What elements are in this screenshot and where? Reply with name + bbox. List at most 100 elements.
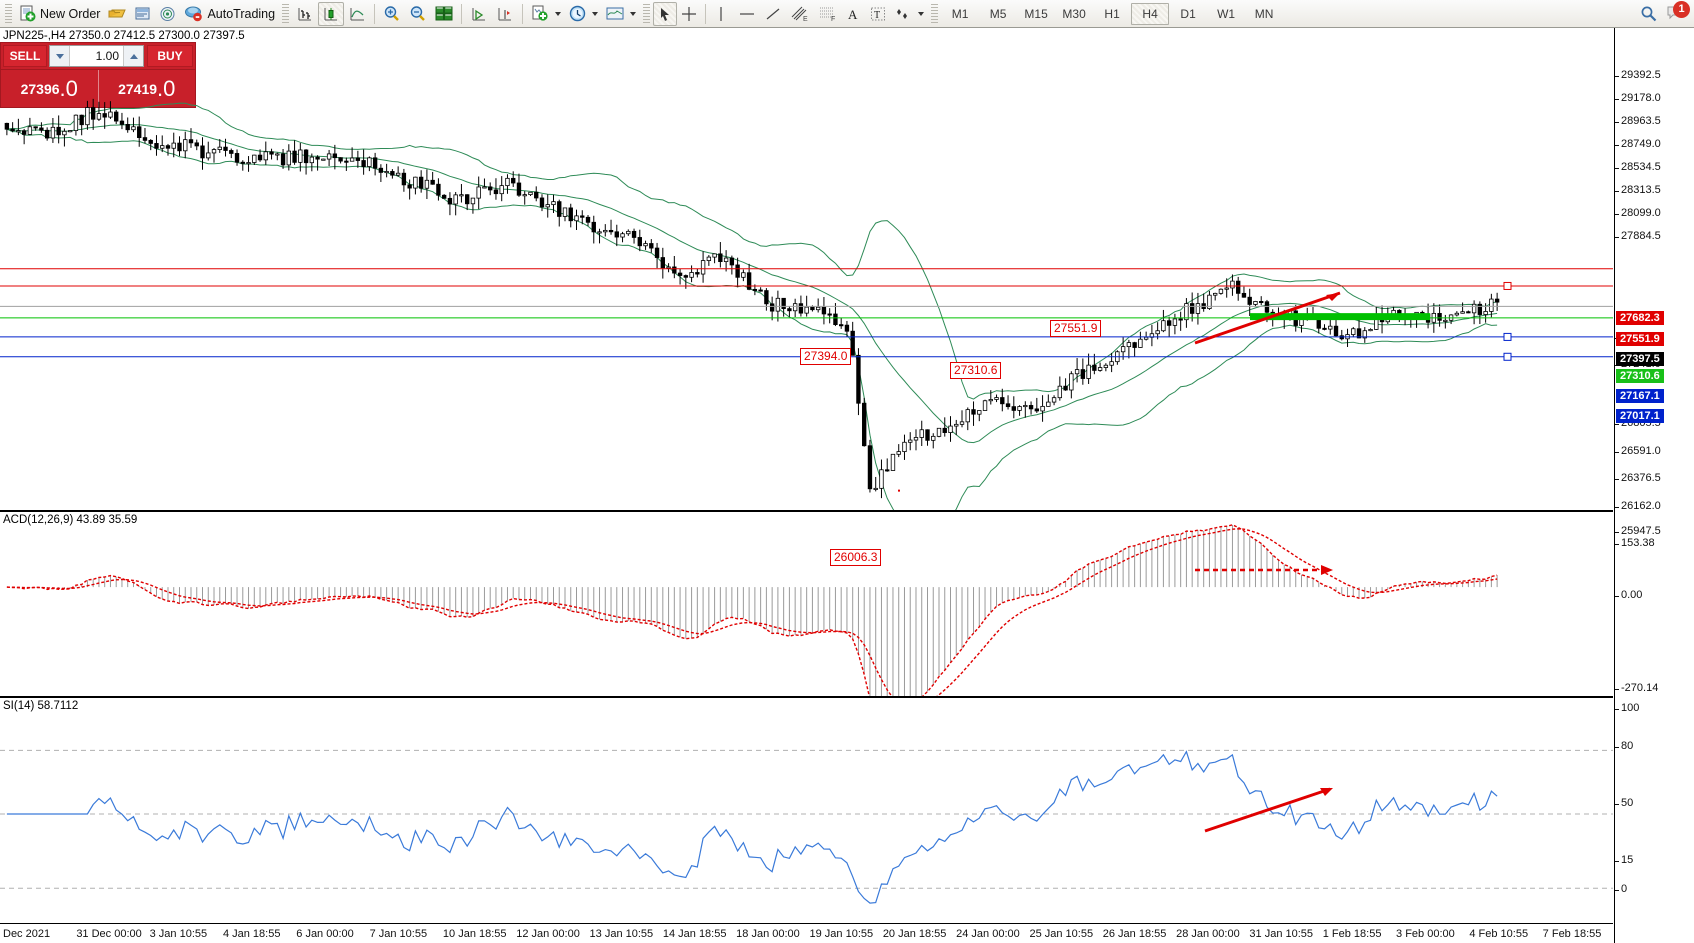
chart-price-annotation[interactable]: 27394.0 bbox=[800, 348, 852, 365]
bollinger-lower-band bbox=[6, 128, 1498, 510]
text-label-icon: T bbox=[871, 7, 886, 21]
fibonacci-button[interactable]: F bbox=[814, 2, 842, 26]
time-label: 26 Jan 18:55 bbox=[1102, 928, 1167, 940]
svg-text:T: T bbox=[874, 10, 880, 21]
zoom-out-button[interactable] bbox=[405, 2, 431, 26]
sell-price[interactable]: 27396 .0 bbox=[1, 70, 99, 107]
volume-increase-icon[interactable] bbox=[123, 46, 143, 66]
rsi-pane-separator bbox=[0, 696, 1613, 698]
rsi-pane[interactable] bbox=[0, 698, 1613, 922]
buy-price-dec: .0 bbox=[157, 75, 176, 101]
level-line-handle[interactable] bbox=[1503, 332, 1512, 341]
price-badge-resistance-line[interactable]: 27551.9 bbox=[1616, 332, 1664, 346]
timeframe-mn[interactable]: MN bbox=[1254, 6, 1274, 21]
timeframe-d1[interactable]: D1 bbox=[1180, 6, 1196, 21]
chart-price-annotation[interactable]: 27551.9 bbox=[1050, 320, 1102, 337]
svg-text:E: E bbox=[803, 16, 808, 22]
candlestick-chart-button[interactable] bbox=[318, 1, 345, 26]
price-badge-last-price[interactable]: 27397.5 bbox=[1616, 352, 1664, 366]
timeframe-m5[interactable]: M5 bbox=[989, 6, 1007, 21]
rsi-label: SI(14) 58.7112 bbox=[3, 700, 79, 712]
timeframe-h4[interactable]: H4 bbox=[1131, 2, 1170, 25]
line-chart-button[interactable] bbox=[344, 2, 370, 26]
bar-chart-button[interactable] bbox=[292, 2, 318, 26]
text-label-button[interactable]: A bbox=[842, 2, 866, 26]
time-axis[interactable]: Dec 2021 31 Dec 00:00 3 Jan 10:55 4 Jan 18:… bbox=[0, 923, 1613, 943]
add-indicator-button[interactable] bbox=[527, 2, 565, 26]
navigator-button[interactable] bbox=[155, 2, 180, 26]
price-badge-resistance-line[interactable]: 27682.3 bbox=[1616, 311, 1664, 325]
shapes-button[interactable] bbox=[890, 2, 928, 26]
toolbar-separator-3 bbox=[522, 3, 524, 24]
svg-text:F: F bbox=[831, 16, 835, 22]
tile-windows-button[interactable] bbox=[431, 2, 457, 26]
chevron-down-icon[interactable] bbox=[555, 11, 562, 16]
sell-button[interactable]: SELL bbox=[3, 45, 47, 67]
autotrading-button[interactable]: AutoTrading bbox=[180, 2, 279, 26]
rsi-tick: 50 bbox=[1615, 797, 1633, 809]
toolbar-grip-3[interactable] bbox=[643, 3, 651, 24]
toolbar-grip[interactable] bbox=[5, 3, 12, 24]
volume-field[interactable]: 1.00 bbox=[49, 45, 144, 67]
level-line-handle[interactable] bbox=[1503, 281, 1512, 290]
equidistant-channel-button[interactable]: E bbox=[786, 2, 814, 26]
timeframe-m1[interactable]: M1 bbox=[951, 6, 969, 21]
market-watch-icon bbox=[135, 7, 150, 19]
macd-line bbox=[6, 524, 1498, 696]
period-button[interactable] bbox=[565, 2, 602, 26]
templates-button[interactable] bbox=[602, 2, 640, 26]
macd-pane[interactable] bbox=[0, 512, 1613, 696]
price-scale[interactable]: 29392.5 29178.0 28963.5 28749.0 28534.5 28313… bbox=[1614, 28, 1694, 943]
market-watch-button[interactable] bbox=[130, 2, 155, 26]
auto-scroll-button[interactable] bbox=[466, 2, 492, 26]
chart-price-annotation[interactable]: 26006.3 bbox=[830, 549, 882, 566]
timeframe-w1[interactable]: W1 bbox=[1217, 6, 1236, 21]
price-badge-level-line[interactable]: 27167.1 bbox=[1616, 389, 1664, 403]
volume-dropdown-icon[interactable] bbox=[50, 46, 70, 66]
search-icon[interactable] bbox=[1640, 5, 1658, 23]
chevron-down-icon-3[interactable] bbox=[630, 11, 637, 16]
toolbar-separator bbox=[374, 3, 376, 24]
chevron-down-icon-4[interactable] bbox=[918, 11, 925, 16]
horizontal-line-button[interactable] bbox=[734, 2, 760, 26]
level-line-handle[interactable] bbox=[1503, 352, 1512, 361]
toolbar-grip-2[interactable] bbox=[282, 3, 290, 24]
timeframe-m30[interactable]: M30 bbox=[1062, 6, 1086, 21]
folder-button[interactable] bbox=[104, 2, 130, 26]
equidistant-channel-icon: E bbox=[791, 6, 808, 22]
zoom-in-button[interactable] bbox=[379, 2, 405, 26]
time-label: 7 Jan 10:55 bbox=[369, 928, 428, 940]
macd-tick: 0.00 bbox=[1615, 589, 1642, 601]
chart-shift-button[interactable] bbox=[492, 2, 518, 26]
price-tick: 28963.5 bbox=[1615, 115, 1661, 127]
rsi-trend-arrow[interactable] bbox=[1204, 787, 1331, 833]
crosshair-button[interactable] bbox=[677, 2, 701, 26]
text-box-button[interactable]: T bbox=[866, 2, 890, 26]
new-order-button[interactable]: New Order bbox=[15, 2, 104, 26]
trendline-button[interactable] bbox=[760, 2, 786, 26]
trend-arrow-line[interactable] bbox=[1194, 291, 1341, 345]
svg-text:A: A bbox=[848, 7, 858, 22]
zoom-in-icon bbox=[384, 6, 399, 21]
chart-area[interactable]: JPN225-,H4 27350.0 27412.5 27300.0 27397… bbox=[0, 28, 1694, 943]
time-label: 14 Jan 18:55 bbox=[662, 928, 727, 940]
notifications-button[interactable]: 1 bbox=[1666, 0, 1690, 24]
bar-chart-icon bbox=[298, 7, 312, 20]
chart-shift-icon bbox=[498, 7, 512, 20]
price-pane[interactable] bbox=[0, 28, 1613, 510]
chevron-down-icon-2[interactable] bbox=[592, 11, 599, 16]
volume-value[interactable]: 1.00 bbox=[95, 49, 119, 63]
buy-price[interactable]: 27419 .0 bbox=[99, 70, 196, 107]
bollinger-upper-band bbox=[6, 102, 1498, 400]
buy-button[interactable]: BUY bbox=[147, 45, 193, 67]
one-click-trading-panel[interactable]: SELL 1.00 BUY 27396 .0 27419 .0 bbox=[0, 42, 196, 108]
vertical-line-button[interactable] bbox=[710, 2, 734, 26]
price-tick: 26591.0 bbox=[1615, 445, 1661, 457]
price-badge-support-line[interactable]: 27310.6 bbox=[1616, 369, 1664, 383]
chart-price-annotation[interactable]: 27310.6 bbox=[950, 362, 1002, 379]
toolbar-grip-4[interactable] bbox=[931, 3, 939, 24]
timeframe-m15[interactable]: M15 bbox=[1024, 6, 1048, 21]
timeframe-h1[interactable]: H1 bbox=[1104, 6, 1120, 21]
price-badge-level-line[interactable]: 27017.1 bbox=[1616, 409, 1664, 423]
cursor-button[interactable] bbox=[653, 1, 678, 26]
